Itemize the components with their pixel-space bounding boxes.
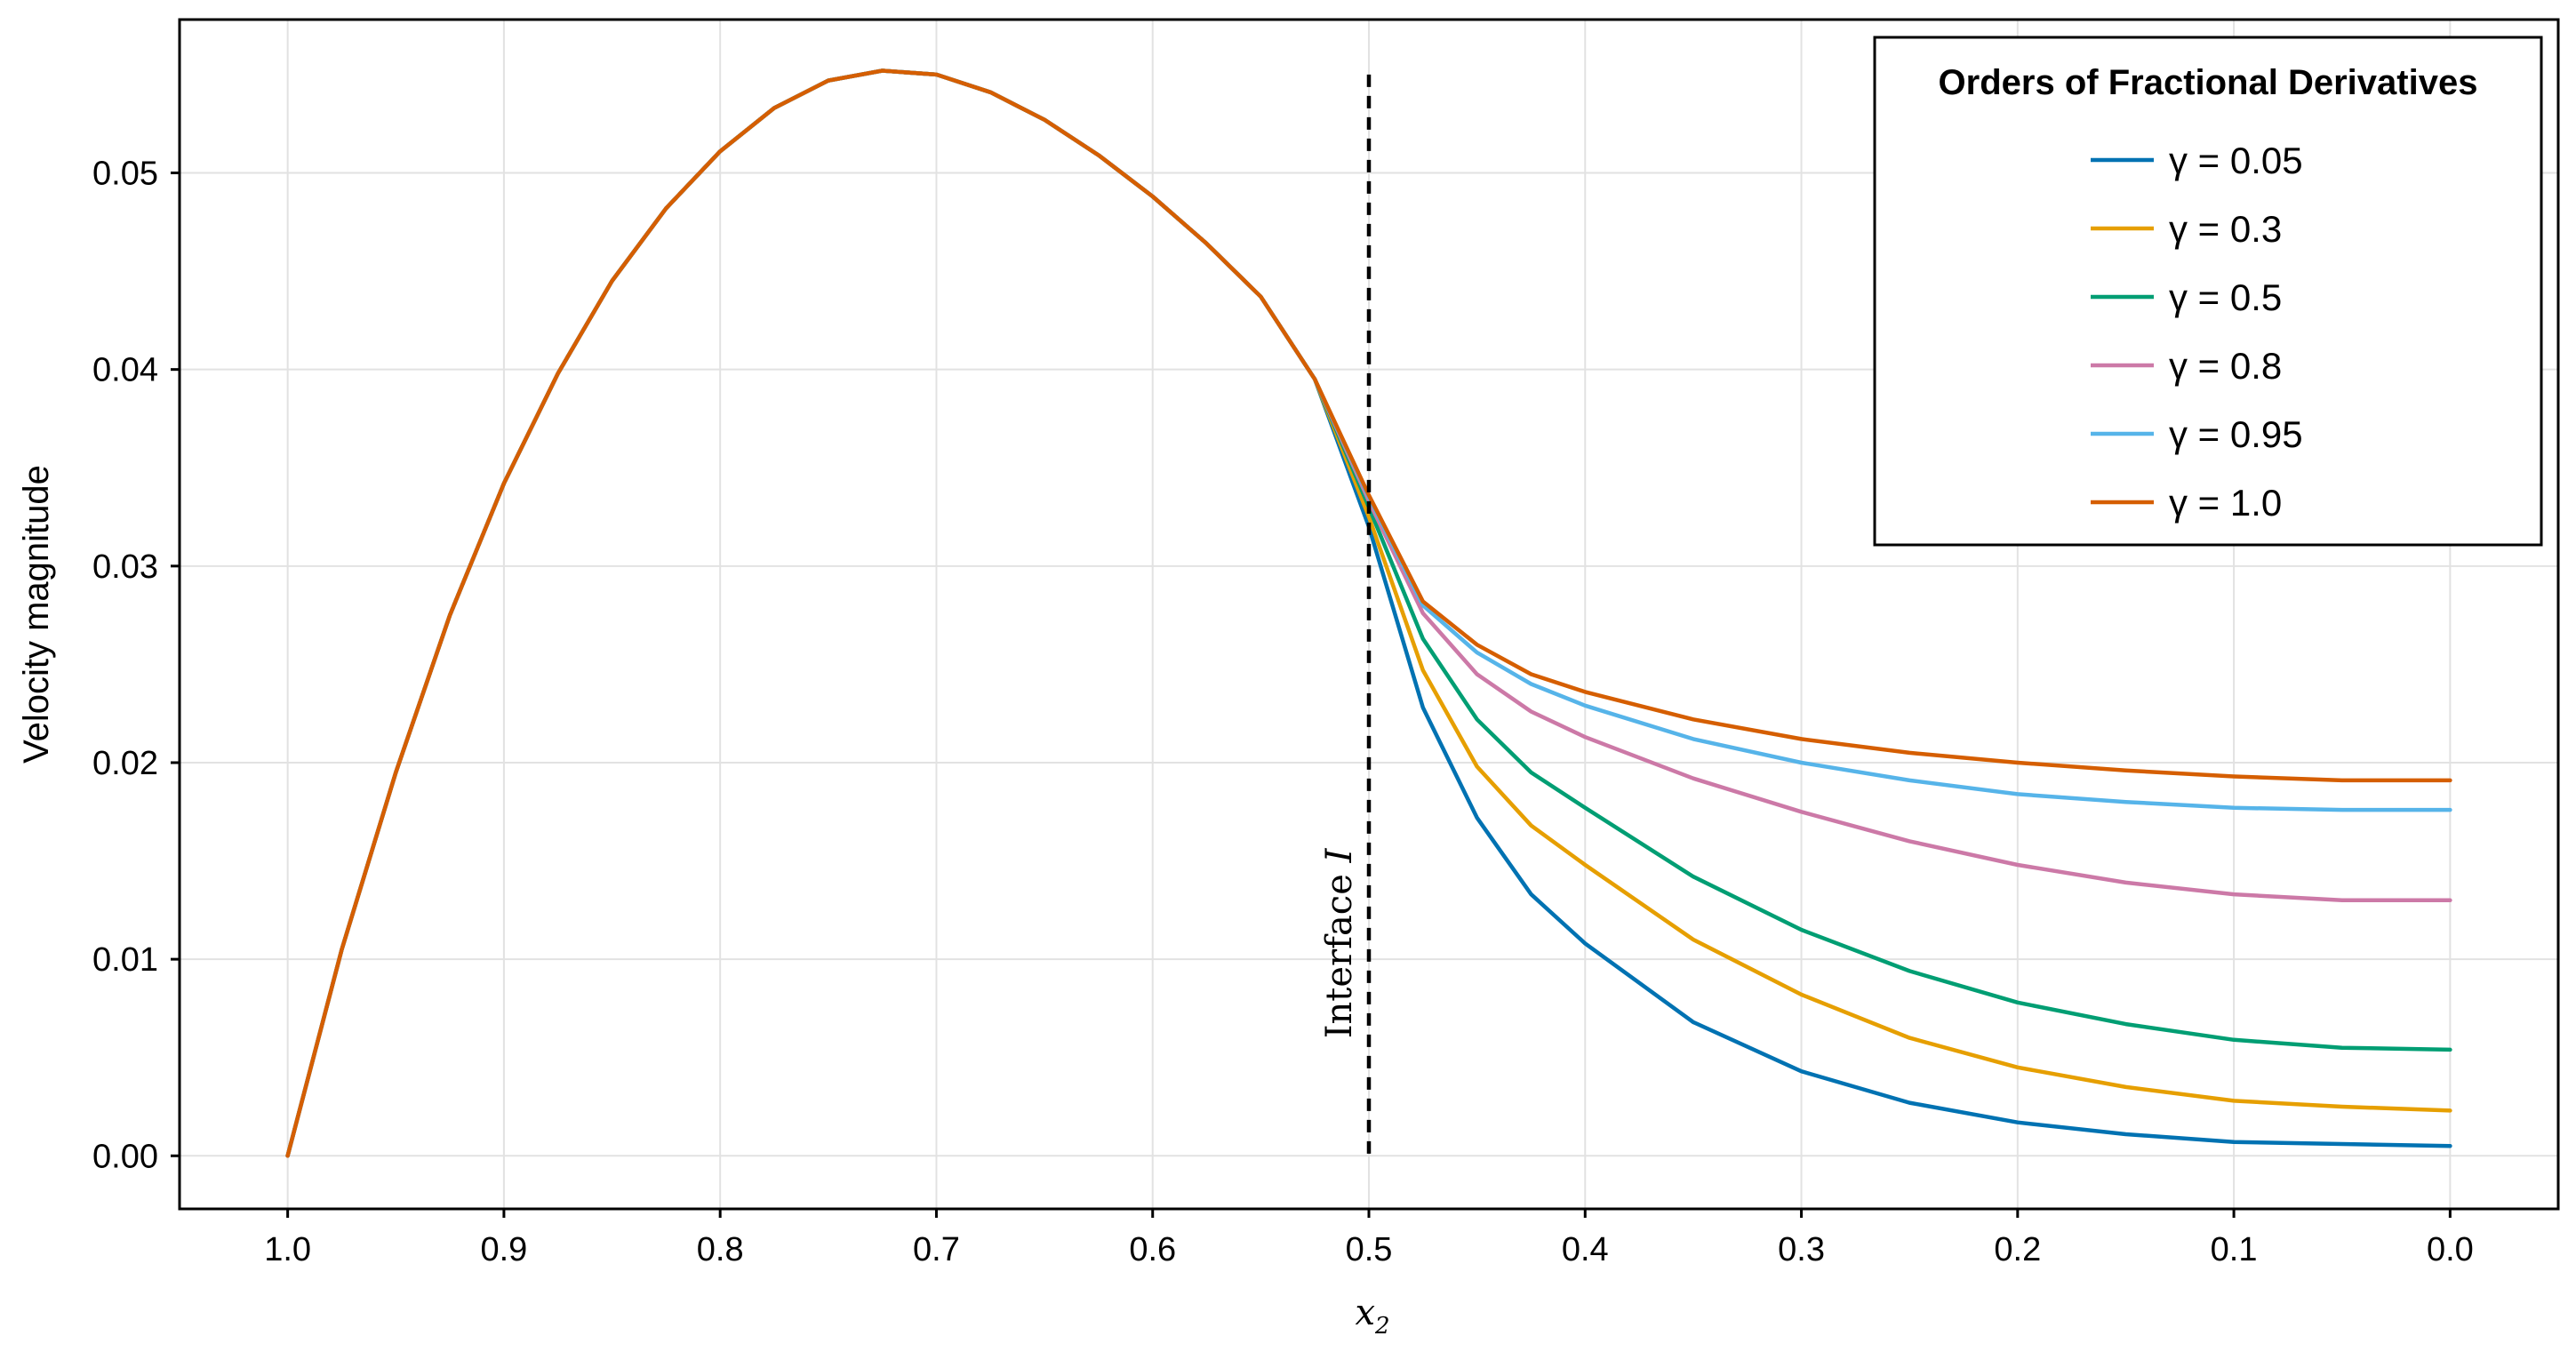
y-tick-label: 0.05: [92, 156, 158, 193]
legend-items: γ = 0.05 γ = 0.3 γ = 0.5 γ = 0.8 γ = 0.95 γ =…: [2091, 140, 2303, 524]
x-tick-label: 0.2: [1994, 1231, 2041, 1268]
x-axis-label-subscript: 2: [1374, 1313, 1390, 1340]
x-tick-label: 1.0: [264, 1231, 311, 1268]
x-tick-label: 0.5: [1346, 1231, 1393, 1268]
x-tick-label: 0.7: [913, 1231, 960, 1268]
x-axis-label: x2: [1355, 1292, 1389, 1340]
y-tick-label: 0.02: [92, 745, 158, 782]
legend: Orders of Fractional Derivatives γ = 0.0…: [1873, 36, 2543, 547]
x-tick-label: 0.1: [2211, 1231, 2258, 1268]
x-tick-label: 0.3: [1778, 1231, 1825, 1268]
interface-label: Interface I: [1319, 847, 1360, 1038]
x-tick-label: 0.8: [697, 1231, 744, 1268]
x-axis-label-base: x: [1355, 1292, 1375, 1333]
y-tick-label: 0.00: [92, 1138, 158, 1175]
x-tick-label: 0.0: [2427, 1231, 2474, 1268]
series-line: [285, 68, 2452, 1158]
series-lines: [285, 68, 2452, 1158]
legend-label: γ = 1.0: [2169, 482, 2282, 524]
legend-label: γ = 0.3: [2169, 208, 2282, 250]
y-tick-label: 0.04: [92, 352, 158, 389]
y-tick-label: 0.03: [92, 548, 158, 586]
x-tick-label: 0.9: [480, 1231, 527, 1268]
x-tick-label: 0.6: [1129, 1231, 1176, 1268]
y-axis-label: Velocity magnitude: [17, 465, 56, 764]
x-tick-label: 0.4: [1562, 1231, 1609, 1268]
legend-label: γ = 0.05: [2169, 140, 2303, 181]
legend-box: [1873, 36, 2543, 547]
y-tick-label: 0.01: [92, 941, 158, 979]
legend-label: γ = 0.5: [2169, 276, 2282, 318]
axis-ticks: 1.0 0.9 0.8 0.7 0.6 0.5 0.4 0.3 0.2 0.1 0.0 0.00 0.0…: [92, 156, 2474, 1268]
interface-marker: Interface I: [1319, 74, 1372, 1156]
legend-title: Orders of Fractional Derivatives: [1939, 63, 2478, 102]
legend-label: γ = 0.95: [2169, 413, 2303, 455]
interface-label-symbol: I: [1319, 847, 1360, 863]
interface-label-text: Interface: [1319, 862, 1360, 1038]
legend-label: γ = 0.8: [2169, 345, 2282, 387]
